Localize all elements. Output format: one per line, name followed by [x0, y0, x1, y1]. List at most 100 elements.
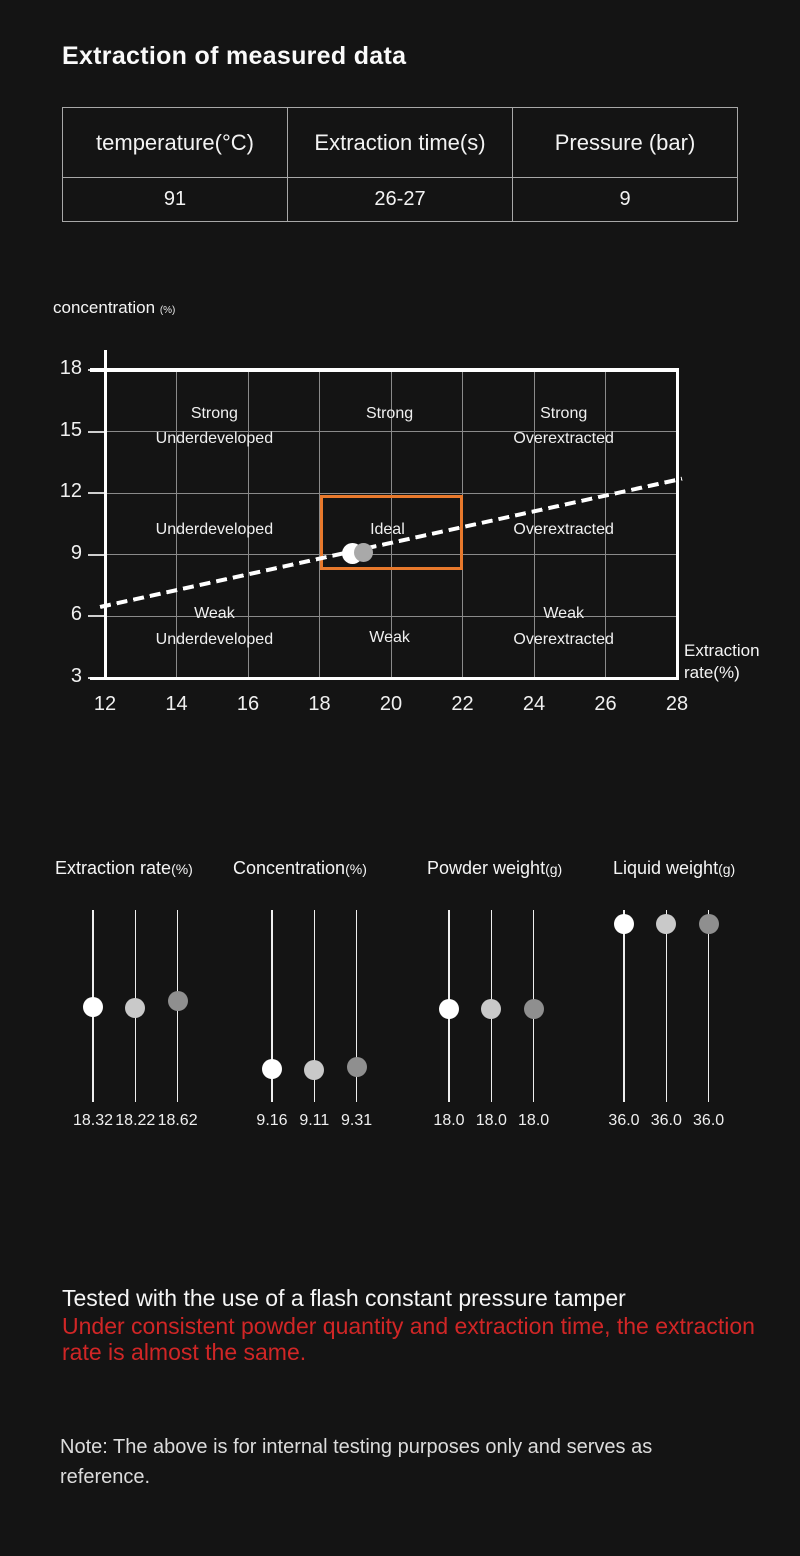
region-label: Overextracted: [513, 521, 614, 539]
x-tick-label: 24: [522, 693, 546, 715]
y-axis-title-unit: (%): [159, 305, 176, 316]
slider-group-header: Concentration(%): [233, 858, 367, 879]
y-tick-label: 6: [70, 603, 82, 626]
slider-value: 36.0: [608, 1112, 640, 1129]
header-pressure: Pressure (bar): [512, 107, 738, 178]
region-label: Weak: [369, 629, 410, 646]
x-tick-label: 20: [379, 693, 403, 715]
x-axis-title-line2: rate(%): [684, 663, 740, 682]
slider-dot: [656, 914, 677, 935]
x-tick-label: 18: [308, 693, 331, 715]
slider-group-header: Extraction rate(%): [55, 858, 193, 879]
slider-dot: [614, 914, 634, 935]
slider-track: [707, 910, 710, 1102]
header-temperature: temperature(°C): [62, 107, 288, 178]
slider-group-unit: (g): [718, 861, 736, 877]
header-extraction-time: Extraction time(s): [287, 107, 513, 178]
x-axis-title-line1: Extraction: [684, 641, 760, 660]
slider-track: [271, 910, 273, 1102]
region-label: Strong: [190, 405, 238, 423]
y-axis-tick: [88, 430, 105, 433]
slider-value: 18.0: [518, 1112, 550, 1129]
x-tick-label: 28: [665, 693, 689, 715]
region-label: Weak: [194, 605, 235, 623]
region-label: Underdeveloped: [155, 631, 274, 649]
slider-value: 9.16: [256, 1112, 288, 1129]
slider-dot: [125, 997, 146, 1018]
data-point: [353, 543, 373, 563]
disclaimer-note: Note: The above is for internal testing …: [60, 1436, 653, 1488]
x-tick-label: 26: [594, 693, 617, 715]
v-gridline: [176, 370, 177, 678]
slider-track: [623, 910, 625, 1102]
ideal-region-box: [319, 495, 463, 571]
chart-right-border: [675, 370, 679, 680]
slider-group-unit: (%): [171, 861, 193, 877]
y-tick-label: 9: [70, 541, 82, 564]
x-axis-title: Extraction rate(%): [684, 640, 760, 684]
region-label: Underdeveloped: [155, 429, 274, 447]
slider-value: 18.0: [475, 1112, 507, 1129]
slider-value: 18.0: [433, 1112, 465, 1129]
region-label: Underdeveloped: [155, 521, 274, 539]
slider-value: 18.62: [157, 1112, 198, 1129]
x-tick-label: 16: [236, 693, 260, 715]
region-label: Weak: [543, 605, 584, 623]
slider-group-label: Extraction rate: [55, 858, 172, 878]
region-label: Overextracted: [513, 631, 614, 649]
red-highlight-statement: Under consistent powder quantity and ext…: [62, 1313, 755, 1365]
slider-dot: [439, 999, 459, 1020]
slider-dot: [523, 999, 544, 1020]
v-gridline: [605, 370, 606, 678]
y-axis-tick: [88, 615, 105, 618]
slider-value: 18.22: [115, 1112, 156, 1129]
slider-value: 36.0: [693, 1112, 725, 1129]
slider-value: 9.31: [341, 1112, 373, 1129]
value-pressure: 9: [512, 177, 738, 222]
tested-statement: Tested with the use of a flash constant …: [62, 1285, 626, 1311]
slider-group-header: Liquid weight(g): [613, 858, 735, 879]
x-tick-label: 22: [451, 693, 474, 715]
value-extraction-time: 26-27: [287, 177, 513, 222]
region-label: Ideal: [370, 521, 405, 539]
y-tick-label: 15: [59, 418, 82, 441]
y-axis-tick: [88, 492, 105, 495]
y-axis-tick: [88, 553, 105, 556]
slider-group-label: Powder weight: [427, 858, 546, 878]
slider-group-label: Concentration: [233, 858, 346, 878]
x-tick-label: 12: [93, 693, 117, 715]
y-axis-title-text: concentration: [53, 298, 156, 317]
v-gridline: [533, 370, 535, 678]
y-tick-label: 18: [59, 357, 82, 379]
slider-dot: [346, 1057, 367, 1078]
slider-dot: [83, 996, 103, 1017]
x-tick-label: 14: [165, 693, 188, 715]
slider-value: 36.0: [650, 1112, 682, 1129]
table-header-row: temperature(°C) Extraction time(s) Press…: [62, 107, 738, 178]
v-gridline: [247, 370, 249, 678]
slider-group-label: Liquid weight: [613, 858, 719, 878]
h-gridline: [105, 431, 677, 433]
slider-dot: [304, 1059, 325, 1080]
table-value-row: 91 26-27 9: [62, 177, 738, 222]
measured-data-table: temperature(°C) Extraction time(s) Press…: [62, 107, 738, 222]
slider-value: 9.11: [299, 1112, 330, 1129]
slider-track: [355, 910, 358, 1102]
slider-group-header: Powder weight(g): [427, 858, 562, 879]
h-gridline: [105, 554, 677, 556]
v-gridline: [390, 370, 392, 678]
slider-track: [313, 910, 316, 1102]
slider-dot: [167, 991, 188, 1012]
h-gridline: [105, 615, 677, 617]
slider-dot: [698, 914, 719, 935]
slider-group-unit: (%): [345, 861, 367, 877]
value-temperature: 91: [62, 177, 288, 222]
y-tick-label: 12: [59, 480, 82, 503]
slider-track: [665, 910, 668, 1102]
slider-dot: [262, 1059, 282, 1080]
slider-dot: [481, 999, 502, 1020]
region-label: Overextracted: [513, 429, 614, 447]
y-axis-line: [104, 350, 107, 680]
y-tick-label: 3: [70, 665, 82, 687]
